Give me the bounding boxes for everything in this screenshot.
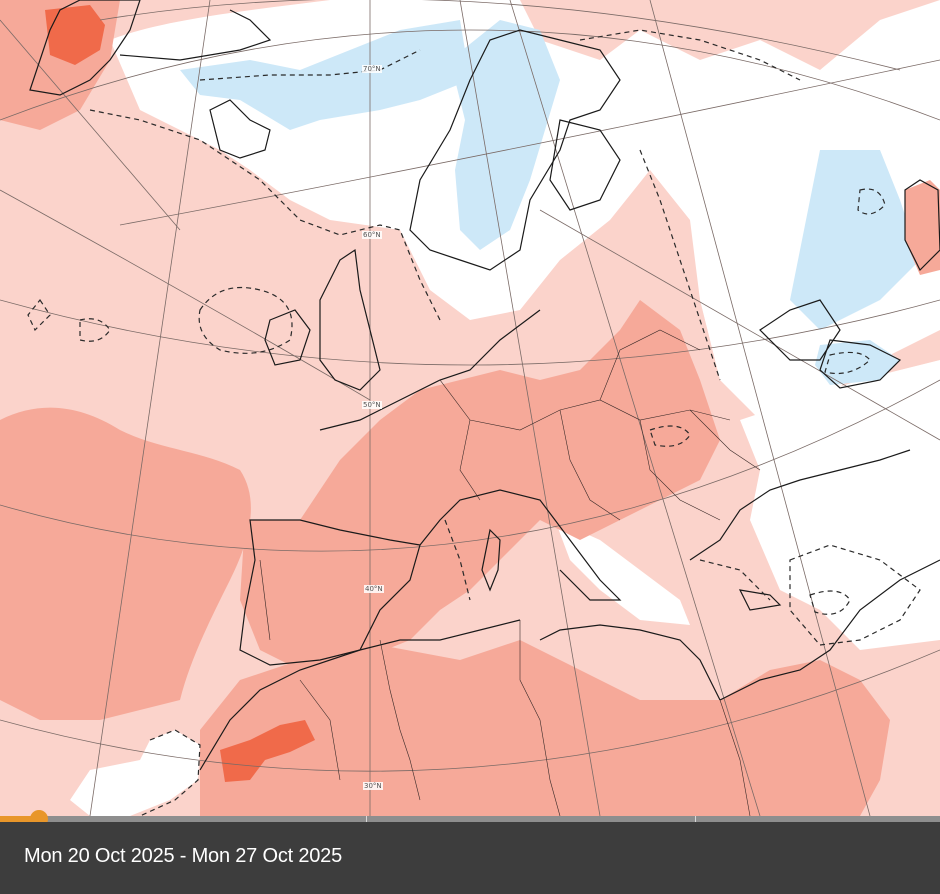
- date-range-label: Mon 20 Oct 2025 - Mon 27 Oct 2025: [24, 845, 343, 867]
- timeline-tick: [695, 816, 696, 822]
- latitude-label-40n: 40°N: [364, 585, 384, 593]
- cool-region-russia: [790, 150, 920, 330]
- contours: [27, 29, 921, 816]
- warm-region-atlantic: [0, 407, 251, 720]
- timeline-progress: [0, 816, 40, 822]
- warm-region-iberia-france: [240, 300, 720, 670]
- cool-region-greenland-sea: [180, 20, 470, 130]
- anomaly-map[interactable]: 70°N 60°N 50°N 40°N 30°N: [0, 0, 940, 816]
- cool-region-caspian: [815, 340, 900, 385]
- cool-region-scandinavia: [450, 20, 560, 250]
- footer-bar: Mon 20 Oct 2025 - Mon 27 Oct 2025: [0, 822, 940, 894]
- graticule: [0, 0, 940, 816]
- latitude-label-30n: 30°N: [363, 782, 383, 790]
- warm-strong-morocco: [220, 720, 315, 782]
- latitude-label-60n: 60°N: [362, 231, 382, 239]
- neutral-region-canaries: [70, 730, 200, 816]
- latitude-label-50n: 50°N: [362, 401, 382, 409]
- timeline-tick: [366, 816, 367, 822]
- warm-region-north-africa: [200, 640, 890, 816]
- latitude-label-70n: 70°N: [362, 65, 382, 73]
- warm-strong-greenland: [45, 5, 105, 65]
- map-canvas: [0, 0, 940, 816]
- warm-region-caucasus: [905, 180, 940, 275]
- timeline-slider-track[interactable]: [0, 816, 940, 822]
- borders: [259, 329, 761, 816]
- neutral-region-adriatic: [555, 520, 690, 625]
- coastlines: [29, 0, 940, 771]
